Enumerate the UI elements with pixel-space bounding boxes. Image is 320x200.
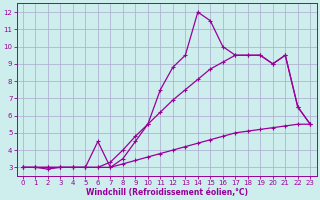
X-axis label: Windchill (Refroidissement éolien,°C): Windchill (Refroidissement éolien,°C) [85, 188, 248, 197]
